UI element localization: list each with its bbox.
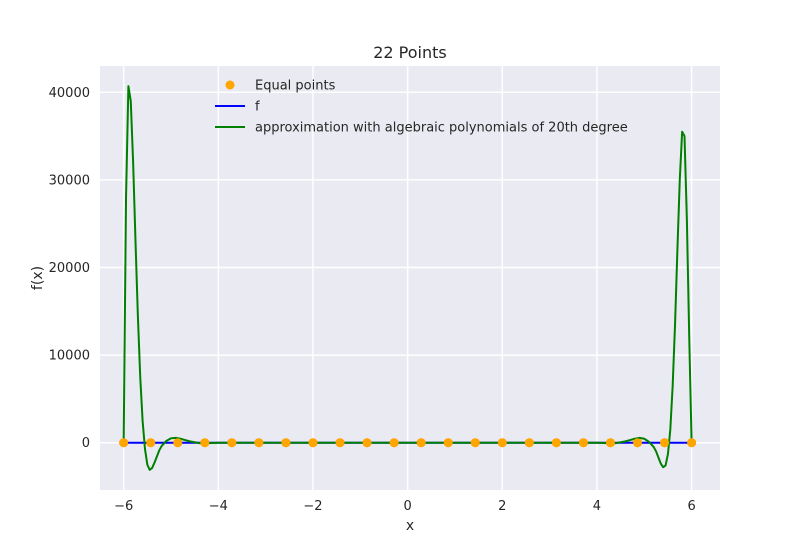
- data-point: [524, 438, 534, 448]
- y-tick-label: 0: [82, 436, 90, 451]
- data-point: [551, 438, 561, 448]
- legend: Equal points f approximation with algebrai…: [215, 79, 628, 136]
- data-point: [200, 438, 210, 448]
- y-axis-label: f(x): [30, 266, 46, 290]
- data-point: [254, 438, 264, 448]
- data-point: [389, 438, 399, 448]
- y-axis-ticks: 0 10000 20000 30000 40000: [49, 86, 90, 451]
- data-point: [281, 438, 291, 448]
- data-point: [660, 438, 670, 448]
- data-point: [173, 438, 183, 448]
- data-point: [470, 438, 480, 448]
- x-tick-label: −6: [114, 499, 133, 514]
- legend-item: Equal points: [225, 79, 336, 94]
- data-point: [443, 438, 453, 448]
- plot-background: [100, 66, 720, 490]
- data-point: [227, 438, 237, 448]
- data-point: [416, 438, 426, 448]
- x-tick-label: −2: [303, 499, 322, 514]
- data-point: [578, 438, 588, 448]
- legend-label: f: [255, 100, 260, 115]
- series-approximation-line: [122, 85, 693, 471]
- data-point: [497, 438, 507, 448]
- x-axis-ticks: −6 −4 −2 0 2 4 6: [114, 499, 696, 514]
- y-tick-label: 10000: [49, 349, 90, 364]
- y-tick-label: 20000: [49, 261, 90, 276]
- chart-title: 22 Points: [373, 43, 447, 62]
- legend-marker: [225, 80, 235, 90]
- data-point: [335, 438, 345, 448]
- data-point: [146, 438, 156, 448]
- y-tick-label: 40000: [49, 86, 90, 101]
- data-point: [362, 438, 372, 448]
- legend-label: Equal points: [255, 79, 336, 94]
- data-point: [119, 438, 129, 448]
- data-point: [605, 438, 615, 448]
- legend-item: f: [215, 100, 260, 115]
- x-tick-label: 4: [593, 499, 601, 514]
- x-tick-label: 6: [687, 499, 695, 514]
- series-layer: [119, 85, 697, 471]
- legend-item: approximation with algebraic polynomials…: [215, 121, 628, 136]
- data-point: [687, 438, 697, 448]
- data-point: [308, 438, 318, 448]
- x-tick-label: 0: [403, 499, 411, 514]
- x-axis-label: x: [406, 518, 414, 534]
- x-tick-label: 2: [498, 499, 506, 514]
- x-tick-label: −4: [209, 499, 228, 514]
- y-tick-label: 30000: [49, 173, 90, 188]
- data-point: [633, 438, 643, 448]
- series-equal-points-overlay: [119, 438, 697, 448]
- legend-label: approximation with algebraic polynomials…: [255, 121, 628, 136]
